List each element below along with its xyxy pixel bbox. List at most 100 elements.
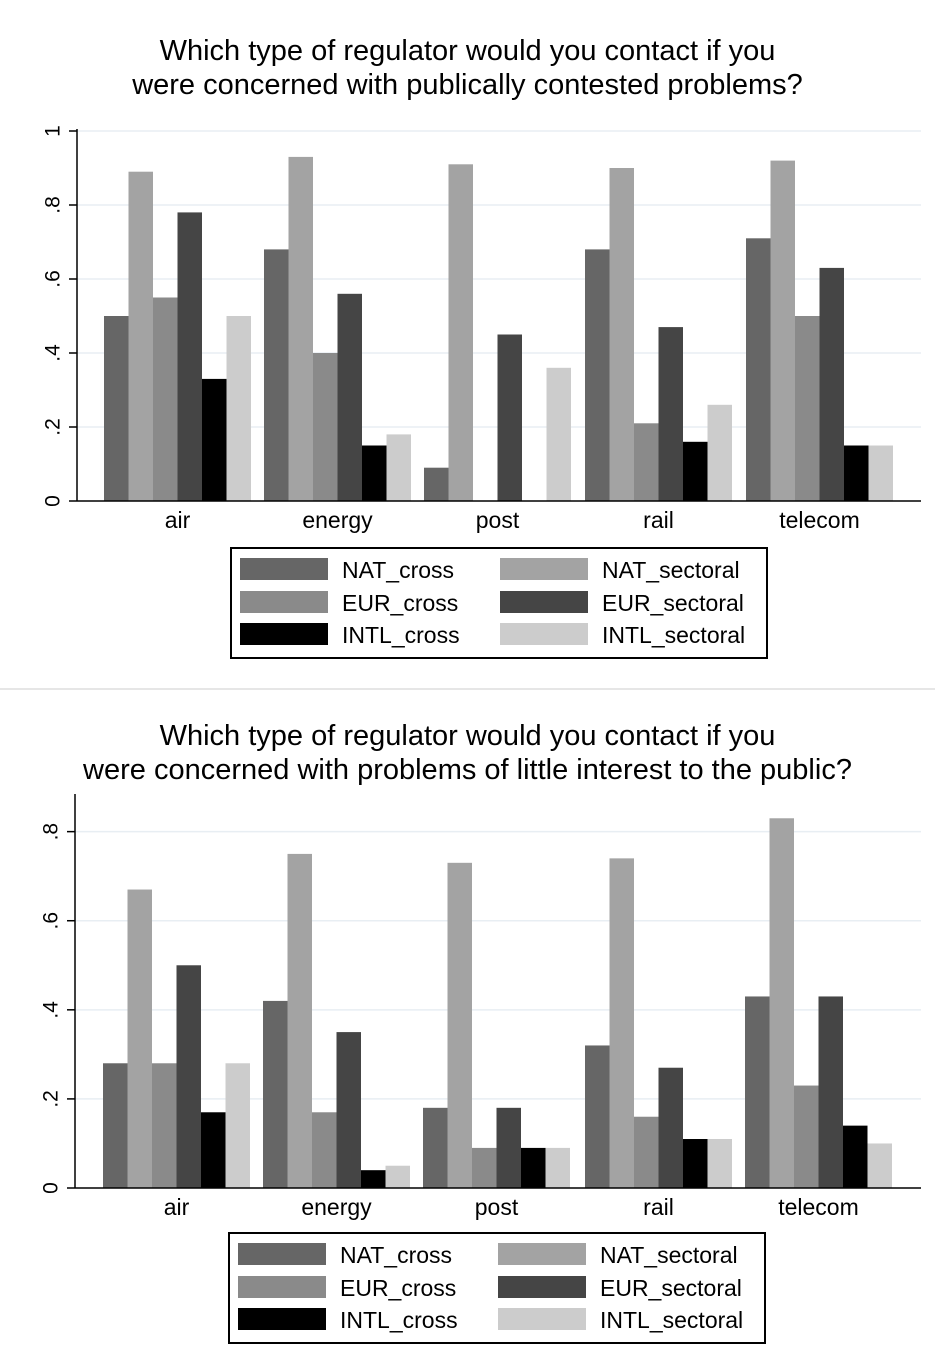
bar-eur-cross [634, 1116, 659, 1188]
chart-title-line-2: were concerned with publically contested… [132, 69, 803, 101]
y-tick-label: .4 [40, 1001, 63, 1019]
legend-swatch [240, 623, 328, 645]
legend-label: EUR_cross [342, 589, 459, 616]
bar-eur-cross [795, 316, 820, 501]
chart-panel-top: Which type of regulator would you contac… [0, 34, 935, 659]
x-category-label: air [165, 507, 191, 533]
bar-eur-sectoral [177, 212, 202, 501]
y-tick-label: .6 [42, 270, 65, 288]
bar-nat-sectoral [127, 889, 152, 1188]
bar-nat-sectoral [447, 862, 472, 1188]
bar-intl-cross [201, 1112, 226, 1188]
chart-legend: NAT_cross NAT_sectoral EUR_cross EUR_sector… [228, 1232, 766, 1344]
y-tick-label: .8 [42, 196, 65, 214]
bar-eur-sectoral [658, 1067, 683, 1188]
legend-label: NAT_sectoral [600, 1242, 738, 1268]
bar-eur-cross [794, 1085, 819, 1188]
bar-nat-cross [103, 1063, 128, 1188]
bar-eur-cross [152, 1063, 177, 1188]
bar-nat-sectoral [287, 853, 312, 1188]
bar-nat-sectoral [448, 164, 473, 502]
bar-eur-cross [634, 423, 659, 501]
chart-title-line-1: Which type of regulator would you contac… [159, 35, 776, 67]
x-category-label: air [164, 1194, 190, 1220]
bar-eur-sectoral [496, 1107, 521, 1188]
chart-title: Which type of regulator would you contac… [0, 34, 935, 102]
y-tick-label: .8 [40, 823, 63, 841]
bar-eur-sectoral [336, 1032, 361, 1188]
bar-nat-cross [424, 467, 449, 501]
x-category-label: rail [643, 507, 674, 533]
legend-swatch [238, 1275, 326, 1298]
x-category-label: post [475, 1194, 519, 1220]
bar-intl-cross [521, 1147, 546, 1188]
bar-nat-cross [745, 996, 770, 1188]
bar-intl-cross [683, 441, 708, 501]
bar-intl-cross [844, 445, 869, 501]
bar-intl-sectoral [867, 1143, 892, 1188]
bar-nat-cross [585, 249, 610, 501]
legend-label: NAT_cross [340, 1242, 453, 1268]
legend-swatch [500, 590, 588, 613]
bar-eur-cross [472, 1147, 497, 1188]
bar-nat-sectoral [609, 168, 634, 501]
bar-chart: 0 .2 .4 .6 .8 1 air energy post rail telecom [42, 125, 921, 533]
bar-eur-sectoral [819, 267, 844, 501]
bar-intl-sectoral [385, 1165, 410, 1188]
legend-swatch [238, 1243, 326, 1265]
panel-divider [0, 688, 935, 690]
bar-intl-sectoral [545, 1147, 570, 1188]
y-tick-label: .6 [40, 912, 63, 930]
chart-panel-bottom: Which type of regulator would you contac… [0, 690, 935, 1370]
legend-swatch [238, 1308, 326, 1330]
bar-intl-sectoral [707, 404, 732, 501]
bar-intl-sectoral [225, 1063, 250, 1188]
legend-label: INTL_cross [342, 622, 460, 648]
y-tick-label: .2 [42, 418, 65, 436]
y-tick-label: 1 [42, 125, 65, 137]
bar-nat-cross [746, 238, 771, 502]
bar-intl-sectoral [868, 445, 893, 501]
y-tick-label: 0 [42, 495, 65, 507]
bar-nat-sectoral [769, 818, 794, 1188]
bar-nat-cross [423, 1107, 448, 1188]
legend-label: NAT_sectoral [602, 557, 740, 583]
chart-title-line-1: Which type of regulator would you contac… [159, 720, 776, 752]
bar-eur-cross [312, 1112, 337, 1188]
bar-eur-cross [313, 353, 338, 501]
legend-label: INTL_sectoral [602, 622, 746, 648]
bar-intl-cross [683, 1139, 708, 1188]
legend-label: INTL_sectoral [600, 1307, 744, 1333]
bar-intl-cross [362, 445, 387, 501]
x-category-label: rail [643, 1194, 674, 1220]
bar-eur-sectoral [818, 996, 843, 1188]
bar-intl-sectoral [226, 316, 251, 501]
legend-label: EUR_sectoral [602, 589, 744, 616]
y-tick-label: .4 [42, 344, 65, 362]
legend-swatch [498, 1308, 586, 1330]
legend-label: INTL_cross [340, 1307, 458, 1333]
bar-intl-cross [361, 1170, 386, 1188]
bar-nat-sectoral [288, 156, 313, 501]
legend-swatch [240, 558, 328, 580]
bar-nat-sectoral [128, 171, 153, 501]
bar-intl-sectoral [707, 1139, 732, 1188]
y-tick-label: 0 [40, 1182, 63, 1194]
bar-eur-sectoral [176, 965, 201, 1188]
bar-eur-sectoral [658, 327, 683, 501]
legend-label: EUR_sectoral [600, 1274, 742, 1301]
legend-swatch [240, 590, 328, 613]
bar-intl-sectoral [386, 434, 411, 501]
x-category-label: post [476, 507, 520, 533]
legend-label: NAT_cross [342, 557, 455, 583]
bar-nat-cross [585, 1045, 610, 1188]
x-category-label: telecom [778, 1194, 859, 1220]
bar-eur-cross [153, 297, 178, 501]
bar-nat-sectoral [609, 858, 634, 1188]
legend-label: EUR_cross [340, 1274, 457, 1301]
legend-swatch [500, 623, 588, 645]
bar-eur-sectoral [497, 334, 522, 501]
chart-legend: NAT_cross NAT_sectoral EUR_cross EUR_sector… [230, 547, 768, 659]
bar-nat-cross [264, 249, 289, 501]
x-category-label: energy [302, 507, 373, 533]
